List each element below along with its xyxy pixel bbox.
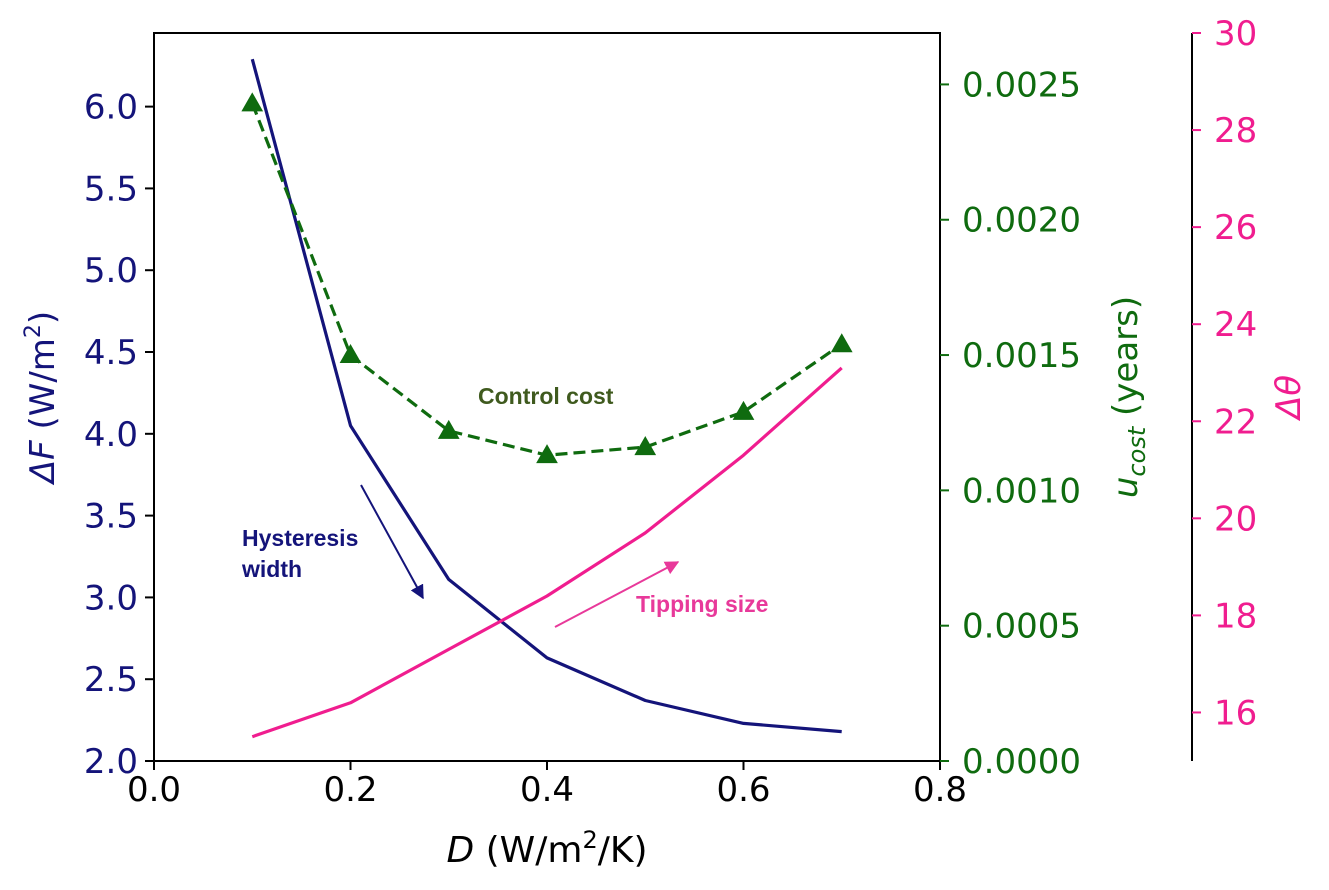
y-axis-right-dtheta-title: Δθ (1269, 375, 1309, 422)
y-right-ucost-tick-label: 0.0005 (962, 607, 1081, 647)
annotation-hysteresis-width-line2: width (241, 556, 302, 582)
series-control-cost-marker (634, 436, 657, 456)
y-left-tick-label: 5.5 (84, 169, 138, 209)
series-control-cost-marker (241, 92, 264, 112)
annotation-hysteresis-width-line1: Hysteresis (242, 525, 358, 551)
x-tick-label: 0.8 (913, 770, 967, 810)
y-axis-left-title: ΔF (W/m2) (21, 311, 63, 486)
series-control-cost-marker (830, 333, 853, 353)
y-right-dtheta-tick-label: 16 (1214, 693, 1257, 733)
y-right-dtheta-tick-label: 26 (1214, 208, 1257, 248)
y-right-dtheta-tick-label: 18 (1214, 596, 1257, 636)
x-tick-label: 0.6 (716, 770, 770, 810)
y-axis-left: 2.0 2.5 3.0 3.5 4.0 4.5 5.0 5.5 6.0 (84, 88, 154, 782)
y-right-ucost-tick-label: 0.0025 (962, 65, 1081, 105)
y-left-tick-label: 6.0 (84, 88, 138, 128)
y-left-tick-label: 3.0 (84, 578, 138, 618)
y-right-ucost-tick-label: 0.0015 (962, 336, 1081, 376)
y-left-tick-label: 4.5 (84, 333, 138, 373)
y-left-tick-label: 3.5 (84, 497, 138, 537)
series-control-cost-marker (732, 400, 755, 420)
series-control-cost-marker (339, 344, 362, 364)
y-right-dtheta-tick-label: 20 (1214, 499, 1257, 539)
series-layer (241, 58, 853, 739)
y-axis-right-dtheta: 16 18 20 22 24 26 28 30 (1191, 14, 1257, 761)
y-axis-right-ucost-title: ucost (years) (1106, 296, 1151, 498)
y-right-dtheta-tick-label: 28 (1214, 111, 1257, 151)
x-tick-label: 0.0 (127, 770, 181, 810)
y-left-tick-label: 2.5 (84, 660, 138, 700)
y-right-dtheta-tick-label: 24 (1214, 305, 1257, 345)
y-left-tick-label: 2.0 (84, 742, 138, 782)
y-right-ucost-tick-label: 0.0000 (962, 742, 1081, 782)
x-axis: 0.0 0.2 0.4 0.6 0.8 (127, 761, 967, 810)
y-right-dtheta-tick-label: 30 (1214, 14, 1257, 54)
x-axis-title: D (W/m2/K) (446, 826, 647, 871)
y-right-ucost-tick-label: 0.0020 (962, 201, 1081, 241)
y-right-ucost-tick-label: 0.0010 (962, 471, 1081, 511)
series-control-cost-marker (437, 419, 460, 439)
y-right-dtheta-tick-label: 22 (1214, 402, 1257, 442)
tipping-arrow (554, 561, 680, 628)
x-tick-label: 0.2 (323, 770, 377, 810)
y-axis-right-ucost: 0.0000 0.0005 0.0010 0.0015 0.0020 0.0025 (940, 65, 1081, 782)
y-left-tick-label: 5.0 (84, 251, 138, 291)
series-control-cost-marker (536, 444, 558, 464)
hysteresis-arrow (360, 484, 424, 600)
x-tick-label: 0.4 (520, 770, 574, 810)
annotation-control-cost: Control cost (478, 383, 614, 409)
series-tipping-size-line (251, 366, 843, 739)
y-left-tick-label: 4.0 (84, 415, 138, 455)
annotation-tipping-size: Tipping size (636, 591, 768, 617)
series-hysteresis-width-line (250, 58, 842, 734)
